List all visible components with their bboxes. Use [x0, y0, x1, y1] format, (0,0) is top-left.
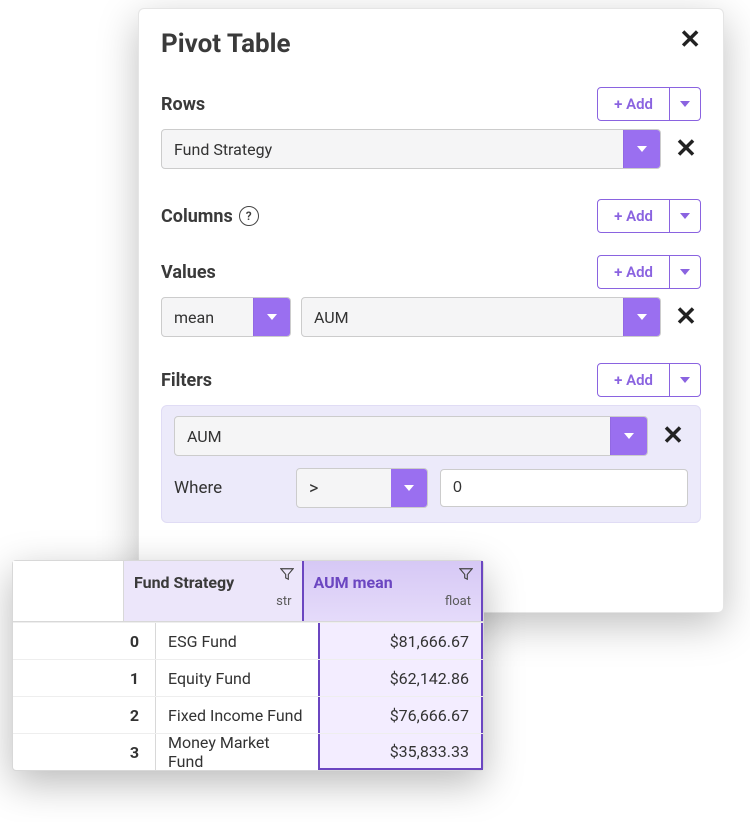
column-type: str [134, 594, 292, 609]
column-header[interactable]: AUM mean float [302, 561, 484, 621]
columns-label-text: Columns [161, 206, 233, 227]
chevron-down-icon [253, 298, 290, 336]
where-label: Where [174, 478, 284, 498]
row-index: 3 [13, 734, 156, 770]
add-button-label: + Add [598, 364, 670, 396]
chevron-down-icon [623, 130, 660, 168]
values-field-select[interactable]: AUM [301, 297, 661, 337]
chevron-down-icon [623, 298, 660, 336]
table-cell: $76,666.67 [318, 697, 484, 733]
column-type: float [314, 594, 472, 609]
index-header [13, 561, 124, 621]
table-cell: Money Market Fund [156, 734, 318, 770]
row-index: 0 [13, 623, 156, 659]
pivot-table-panel: Pivot Table ✕ Rows + Add Fund Strategy ✕ [138, 8, 724, 613]
close-icon[interactable]: ✕ [679, 27, 701, 53]
columns-section: Columns ? + Add [161, 199, 701, 233]
panel-title: Pivot Table [161, 29, 291, 59]
add-rows-button[interactable]: + Add [597, 87, 701, 121]
table-row: 2 Fixed Income Fund $76,666.67 [13, 696, 483, 733]
values-section: Values + Add mean AUM ✕ [161, 255, 701, 337]
rows-label: Rows [161, 94, 205, 115]
row-index: 2 [13, 697, 156, 733]
remove-value-icon[interactable]: ✕ [671, 304, 701, 330]
add-columns-button[interactable]: + Add [597, 199, 701, 233]
filter-field-select[interactable]: AUM [174, 416, 648, 456]
filters-section: Filters + Add AUM ✕ Where > [161, 363, 701, 523]
add-button-label: + Add [598, 200, 670, 232]
filter-field-value: AUM [175, 417, 610, 455]
table-cell: Equity Fund [156, 660, 318, 696]
table-cell: $35,833.33 [318, 734, 484, 770]
rows-section: Rows + Add Fund Strategy ✕ [161, 87, 701, 169]
table-row: 1 Equity Fund $62,142.86 [13, 659, 483, 696]
chevron-down-icon [670, 200, 700, 232]
filter-icon[interactable] [459, 567, 473, 581]
filter-value-input[interactable] [440, 469, 688, 507]
help-icon[interactable]: ? [239, 206, 259, 226]
column-name: Fund Strategy [134, 573, 292, 592]
chevron-down-icon [610, 417, 647, 455]
filter-op-value: > [297, 469, 391, 507]
values-label: Values [161, 262, 216, 283]
filters-label: Filters [161, 370, 212, 391]
table-row: 3 Money Market Fund $35,833.33 [13, 733, 483, 770]
chevron-down-icon [670, 364, 700, 396]
add-button-label: + Add [598, 88, 670, 120]
chevron-down-icon [670, 88, 700, 120]
add-button-label: + Add [598, 256, 670, 288]
rows-field-value: Fund Strategy [162, 130, 623, 168]
filter-op-select[interactable]: > [296, 468, 428, 508]
table-cell: $62,142.86 [318, 660, 484, 696]
column-header[interactable]: Fund Strategy str [124, 561, 302, 621]
column-name: AUM mean [314, 573, 472, 592]
add-filters-button[interactable]: + Add [597, 363, 701, 397]
table-cell: $81,666.67 [318, 623, 484, 659]
filter-icon[interactable] [280, 567, 294, 581]
result-table: Fund Strategy str AUM mean float 0 ESG F… [12, 560, 484, 771]
chevron-down-icon [391, 469, 427, 507]
table-header: Fund Strategy str AUM mean float [13, 561, 483, 622]
values-agg-value: mean [162, 298, 253, 336]
table-cell: ESG Fund [156, 623, 318, 659]
remove-row-icon[interactable]: ✕ [671, 136, 701, 162]
table-row: 0 ESG Fund $81,666.67 [13, 622, 483, 659]
values-agg-select[interactable]: mean [161, 297, 291, 337]
row-index: 1 [13, 660, 156, 696]
values-field-value: AUM [302, 298, 623, 336]
table-cell: Fixed Income Fund [156, 697, 318, 733]
filter-config-box: AUM ✕ Where > [161, 405, 701, 523]
rows-field-select[interactable]: Fund Strategy [161, 129, 661, 169]
columns-label: Columns ? [161, 206, 259, 227]
chevron-down-icon [670, 256, 700, 288]
remove-filter-icon[interactable]: ✕ [658, 423, 688, 449]
add-values-button[interactable]: + Add [597, 255, 701, 289]
